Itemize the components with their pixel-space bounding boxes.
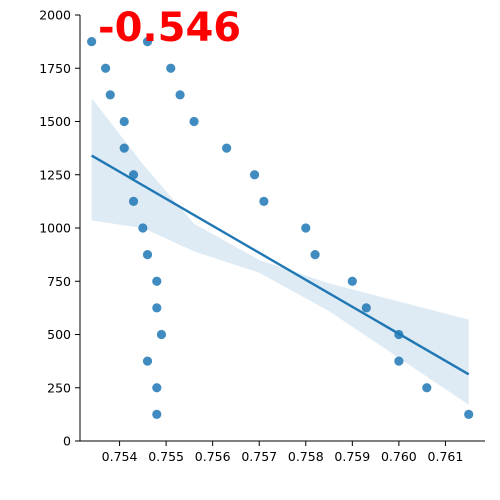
scatter-point [138, 223, 148, 233]
scatter-point [128, 170, 139, 180]
axes-layer: 0.754 0.755 0.756 0.757 0.758 0.759 0.760 0.761… [39, 8, 485, 464]
scatter-point [119, 143, 129, 153]
scatter-point [152, 383, 162, 393]
scatter-point [189, 116, 199, 127]
scatter-point [156, 329, 167, 340]
x-tick-label: 0.755 [148, 449, 184, 464]
scatter-point [422, 383, 432, 393]
scatter-point [128, 196, 139, 206]
scatter-point [152, 303, 162, 313]
scatter-points-layer [87, 37, 474, 419]
scatter-point [142, 37, 153, 47]
scatter-point [464, 409, 474, 419]
scatter-point [301, 223, 311, 233]
y-tick-label: 1750 [39, 61, 71, 76]
scatter-point [142, 250, 153, 260]
confidence-band-layer [91, 98, 469, 405]
correlation-annotation: -0.546 [98, 5, 241, 51]
scatter-point [87, 37, 97, 47]
regression-line [91, 154, 470, 376]
y-tick-label: 1250 [39, 167, 71, 182]
x-tick-label: 0.760 [381, 449, 417, 464]
y-tick-label: 1000 [39, 221, 71, 236]
scatter-point [152, 409, 162, 419]
y-tick-label: 250 [47, 380, 71, 395]
y-tick-label: 0 [63, 434, 71, 449]
scatter-point [347, 276, 357, 286]
x-tick-label: 0.754 [102, 449, 138, 464]
x-tick-label: 0.758 [288, 449, 324, 464]
scatter-point [222, 143, 232, 153]
x-tick-label: 0.761 [428, 449, 464, 464]
scatter-point [361, 303, 371, 313]
scatter-point [166, 63, 176, 73]
scatter-point [101, 63, 111, 73]
scatter-point [119, 116, 129, 127]
x-tick-label: 0.757 [241, 449, 277, 464]
scatter-point [394, 356, 404, 366]
y-tick-label: 500 [47, 327, 71, 342]
regression-line-layer [91, 154, 470, 376]
x-tick-label: 0.759 [334, 449, 370, 464]
confidence-band [91, 98, 469, 405]
y-tick-label: 2000 [39, 8, 71, 23]
scatter-point [249, 170, 260, 180]
scatter-point [105, 90, 115, 100]
scatter-point [142, 356, 153, 366]
y-tick-label: 1500 [39, 114, 71, 129]
scatter-point [152, 276, 162, 286]
scatter-point [259, 196, 269, 206]
y-tick-label: 750 [47, 274, 71, 289]
x-tick-label: 0.756 [195, 449, 231, 464]
scatter-point [175, 90, 185, 100]
scatter-point [310, 250, 320, 260]
